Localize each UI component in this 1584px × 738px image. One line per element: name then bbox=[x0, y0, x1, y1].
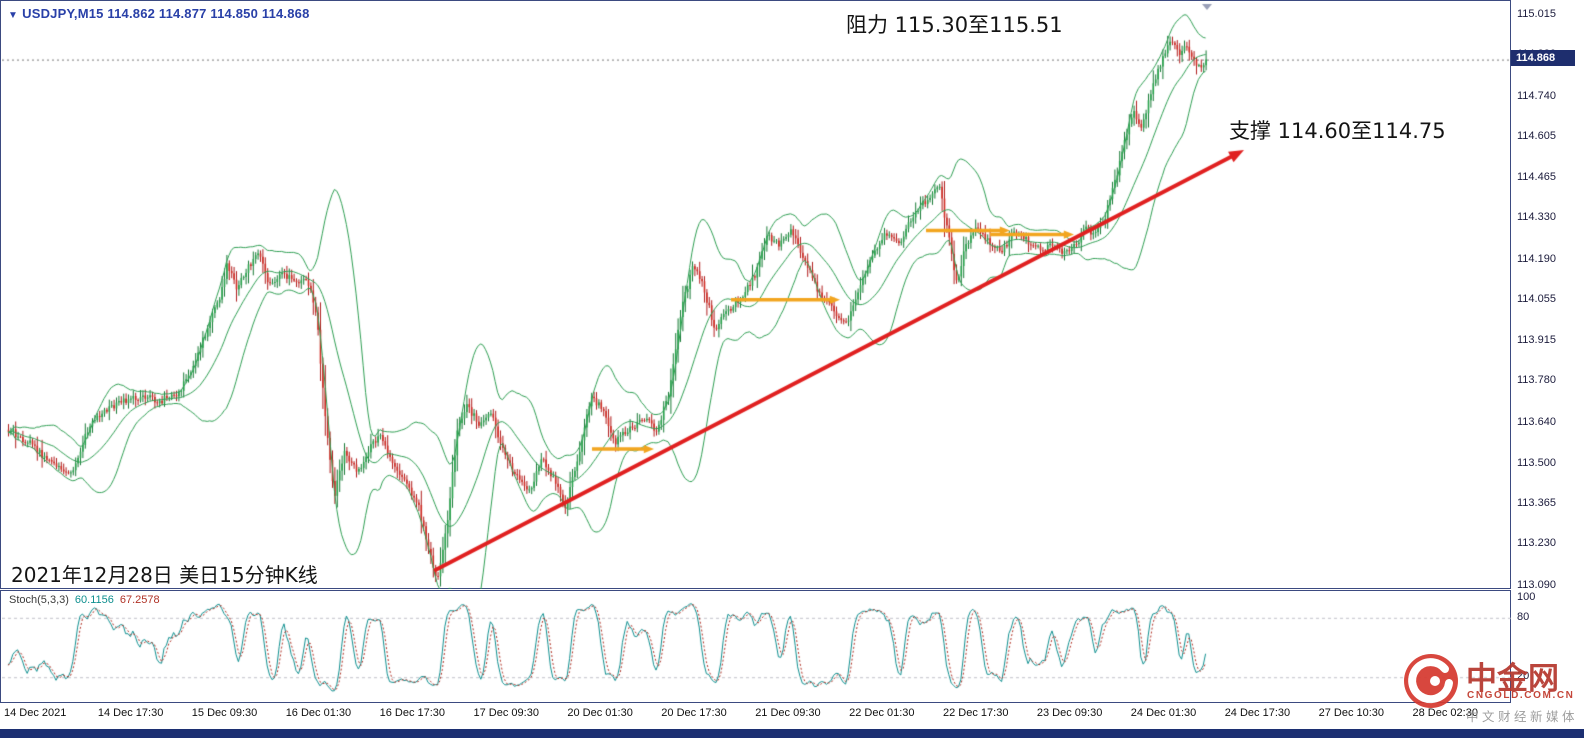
time-axis-label: 20 Dec 17:30 bbox=[661, 707, 727, 719]
price-axis-label: 113.780 bbox=[1517, 374, 1556, 387]
stochastic-panel: Stoch(5,3,3) 60.1156 67.2578 bbox=[0, 590, 1511, 703]
indicator-axis-label: 20 bbox=[1517, 670, 1530, 683]
stochastic-canvas[interactable] bbox=[2, 592, 1511, 703]
ticker-text: USDJPY,M15 114.862 114.877 114.850 114.8… bbox=[22, 6, 310, 21]
current-price-tag: 114.868 bbox=[1511, 50, 1575, 66]
watermark-brand: 中金网 bbox=[1466, 661, 1559, 697]
price-axis-label: 114.055 bbox=[1517, 292, 1556, 305]
time-axis-label: 22 Dec 01:30 bbox=[849, 707, 915, 719]
chevron-down-icon[interactable]: ▼ bbox=[8, 10, 19, 21]
price-axis-label: 113.640 bbox=[1517, 415, 1556, 428]
price-axis-label: 114.605 bbox=[1517, 129, 1556, 142]
time-axis[interactable]: 14 Dec 2021 14 Dec 17:30 15 Dec 09:30 16 De… bbox=[0, 707, 1511, 723]
price-axis-label: 113.230 bbox=[1517, 537, 1556, 550]
price-axis-label: 114.190 bbox=[1517, 252, 1556, 265]
price-axis-label: 113.090 bbox=[1517, 579, 1556, 591]
time-axis-label: 21 Dec 09:30 bbox=[755, 707, 821, 719]
watermark-site: CNGOLD.COM.CN bbox=[1467, 690, 1575, 701]
indicator-readout: Stoch(5,3,3) 60.1156 67.2578 bbox=[9, 594, 160, 606]
price-axis-label: 113.500 bbox=[1517, 457, 1556, 470]
price-axis-label: 113.915 bbox=[1517, 334, 1556, 347]
time-axis-label: 24 Dec 17:30 bbox=[1224, 707, 1291, 719]
chart-caption: 2021年12月28日 美日15分钟K线 bbox=[11, 563, 318, 587]
watermark-tagline: 中文财经新媒体 bbox=[1466, 709, 1579, 724]
time-axis-label: 14 Dec 2021 bbox=[4, 707, 67, 719]
time-axis-label: 27 Dec 10:30 bbox=[1318, 707, 1385, 719]
indicator-k-value: 60.1156 bbox=[74, 594, 114, 606]
price-axis-label: 114.740 bbox=[1517, 89, 1556, 102]
time-axis-label: 20 Dec 01:30 bbox=[567, 707, 633, 719]
time-axis-label: 15 Dec 09:30 bbox=[191, 707, 258, 719]
indicator-d-value: 67.2578 bbox=[119, 594, 160, 606]
indicator-axis-label: 80 bbox=[1517, 610, 1530, 623]
price-axis-label: 114.330 bbox=[1517, 211, 1556, 224]
indicator-axis-label: 100 bbox=[1517, 591, 1536, 603]
price-axis-label: 113.365 bbox=[1517, 497, 1556, 510]
time-axis-label: 22 Dec 17:30 bbox=[943, 707, 1009, 719]
time-axis-label: 17 Dec 09:30 bbox=[473, 707, 539, 719]
indicator-name: Stoch(5,3,3) bbox=[9, 594, 69, 606]
time-axis-label: 14 Dec 17:30 bbox=[97, 707, 164, 719]
cngold-logo-icon bbox=[1404, 654, 1458, 708]
time-axis-label: 28 Dec 02:30 bbox=[1412, 707, 1478, 719]
time-axis-label: 23 Dec 09:30 bbox=[1036, 707, 1103, 719]
price-chart-panel: ▼ USDJPY,M15 114.862 114.877 114.850 114.… bbox=[0, 0, 1511, 589]
support-annotation: 支撑 114.60至114.75 bbox=[1229, 119, 1446, 143]
price-axis-label: 115.015 bbox=[1517, 8, 1556, 20]
price-axis[interactable]: 115.015114.880114.740114.605114.465114.3… bbox=[1512, 0, 1584, 726]
resistance-annotation: 阻力 115.30至115.51 bbox=[846, 13, 1063, 37]
price-chart-canvas[interactable] bbox=[2, 2, 1511, 589]
symbol-ohlc-readout: ▼ USDJPY,M15 114.862 114.877 114.850 114.… bbox=[8, 6, 310, 21]
price-axis-label: 114.465 bbox=[1517, 171, 1556, 184]
cngold-watermark: 中金网 CNGOLD.COM.CN 中文财经新媒体 bbox=[1402, 652, 1584, 726]
time-axis-label: 16 Dec 17:30 bbox=[379, 707, 446, 719]
time-axis-label: 16 Dec 01:30 bbox=[285, 707, 352, 719]
window-bottom-bar bbox=[0, 729, 1584, 738]
time-axis-label: 24 Dec 01:30 bbox=[1130, 707, 1197, 719]
